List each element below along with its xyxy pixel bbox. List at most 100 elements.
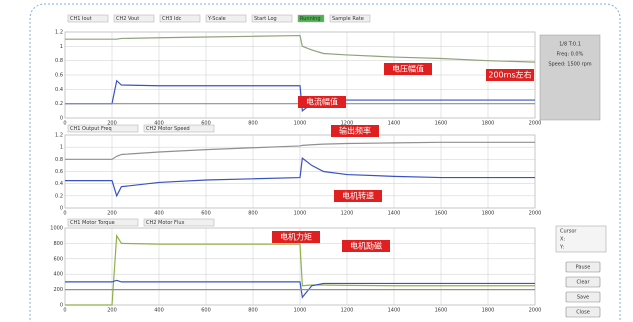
x-tick-label: 1000: [294, 308, 307, 314]
y-tick-label: 200: [53, 287, 63, 293]
toolbar-label: CH1 Output Freq: [70, 126, 112, 132]
callout: 电机力矩: [280, 232, 312, 242]
x-tick-label: 2000: [529, 211, 542, 217]
x-tick-label: 1400: [388, 308, 401, 314]
x-tick-label: 0: [63, 211, 66, 217]
side-text: 1/8 T:0.1: [559, 42, 581, 48]
series-line: [65, 141, 535, 160]
x-tick-label: 200: [107, 308, 117, 314]
series-line: [65, 156, 535, 198]
toolbar-label: CH3 Idc: [162, 16, 182, 22]
y-tick-label: 1: [60, 44, 63, 50]
toolbar-field[interactable]: [297, 14, 325, 23]
side-text: Freq: 0.0%: [557, 52, 584, 58]
toolbar-label: CH2 Vout: [116, 16, 139, 22]
x-tick-label: 1600: [435, 121, 448, 127]
x-tick-label: 800: [248, 211, 258, 217]
x-tick-label: 0: [63, 121, 66, 127]
callout-box: [331, 125, 379, 137]
callout: 输出频率: [339, 126, 371, 136]
button-label[interactable]: Save: [577, 295, 589, 301]
toolbar-field[interactable]: [251, 14, 293, 23]
x-tick-label: 400: [154, 121, 164, 127]
callout-box: [334, 190, 382, 202]
x-tick-label: 2000: [529, 308, 542, 314]
y-tick-label: 0.2: [55, 101, 63, 107]
x-tick-label: 1200: [341, 121, 354, 127]
button[interactable]: [565, 276, 601, 288]
x-tick-label: 1800: [482, 211, 495, 217]
x-tick-label: 800: [248, 308, 258, 314]
y-tick-label: 1.2: [55, 133, 63, 139]
settings-text: Y:: [559, 245, 564, 251]
settings-text: X:: [560, 237, 565, 243]
x-tick-label: 600: [201, 211, 211, 217]
x-tick-label: 1200: [341, 211, 354, 217]
toolbar-field[interactable]: [67, 124, 139, 133]
toolbar-field[interactable]: [329, 14, 371, 23]
x-tick-label: 200: [107, 211, 117, 217]
toolbar-label: CH1 Motor Torque: [70, 220, 115, 226]
toolbar-field[interactable]: [143, 218, 215, 227]
x-tick-label: 1600: [435, 211, 448, 217]
x-tick-label: 200: [107, 121, 117, 127]
settings-box: [555, 225, 607, 253]
x-tick-label: 0: [63, 308, 66, 314]
y-tick-label: 600: [53, 256, 63, 262]
callout: 电压幅值: [392, 64, 424, 74]
callout-box: [272, 231, 320, 243]
x-tick-label: 1400: [388, 211, 401, 217]
series-line: [65, 233, 535, 306]
callout: 电机励磁: [350, 241, 382, 251]
x-tick-label: 1000: [294, 211, 307, 217]
button-label[interactable]: Close: [576, 310, 590, 316]
y-tick-label: 0: [60, 303, 63, 309]
toolbar-field[interactable]: [205, 14, 247, 23]
y-tick-label: 400: [53, 272, 63, 278]
button[interactable]: [565, 291, 601, 303]
toolbar-label: CH1 Iout: [70, 16, 92, 22]
y-tick-label: 1: [60, 145, 63, 151]
settings-text: Cursor: [560, 229, 577, 235]
side-text: Speed: 1500 rpm: [548, 62, 591, 68]
callout: 200ms左右: [488, 70, 531, 80]
x-tick-label: 600: [201, 308, 211, 314]
callout: 电流幅值: [306, 97, 338, 107]
toolbar-label: CH2 Motor Speed: [146, 126, 190, 132]
button-label[interactable]: Pause: [576, 265, 591, 271]
x-tick-label: 400: [154, 308, 164, 314]
y-tick-label: 0.2: [55, 193, 63, 199]
toolbar-field[interactable]: [67, 14, 109, 23]
y-tick-label: 0.6: [55, 169, 63, 175]
callout: 电机转速: [342, 191, 374, 201]
y-tick-label: 800: [53, 241, 63, 247]
y-tick-label: 1.2: [55, 30, 63, 36]
series-line: [65, 34, 536, 63]
toolbar-field[interactable]: [67, 218, 139, 227]
toolbar-field[interactable]: [159, 14, 201, 23]
x-tick-label: 600: [201, 121, 211, 127]
y-tick-label: 0.4: [55, 87, 63, 93]
button[interactable]: [565, 261, 601, 273]
toolbar-label: Sample Rate: [332, 16, 364, 22]
callout-box: [384, 63, 432, 75]
x-tick-label: 1400: [388, 121, 401, 127]
x-tick-label: 800: [248, 121, 258, 127]
toolbar-label: Running: [300, 16, 321, 22]
toolbar-label: CH2 Motor Flux: [146, 220, 184, 226]
button[interactable]: [565, 306, 601, 318]
callout-box: [298, 96, 346, 108]
y-tick-label: 0.8: [55, 58, 63, 64]
callout-box: [486, 69, 534, 81]
x-tick-label: 1200: [341, 308, 354, 314]
toolbar-field[interactable]: [113, 14, 155, 23]
y-tick-label: 0: [60, 116, 63, 122]
toolbar-label: Start Log: [254, 16, 277, 22]
y-tick-label: 1000: [50, 226, 63, 232]
x-tick-label: 1000: [294, 121, 307, 127]
toolbar-label: Y-Scale: [207, 16, 226, 22]
side-panel: [539, 34, 601, 121]
toolbar-field[interactable]: [143, 124, 215, 133]
button-label[interactable]: Clear: [576, 280, 590, 286]
